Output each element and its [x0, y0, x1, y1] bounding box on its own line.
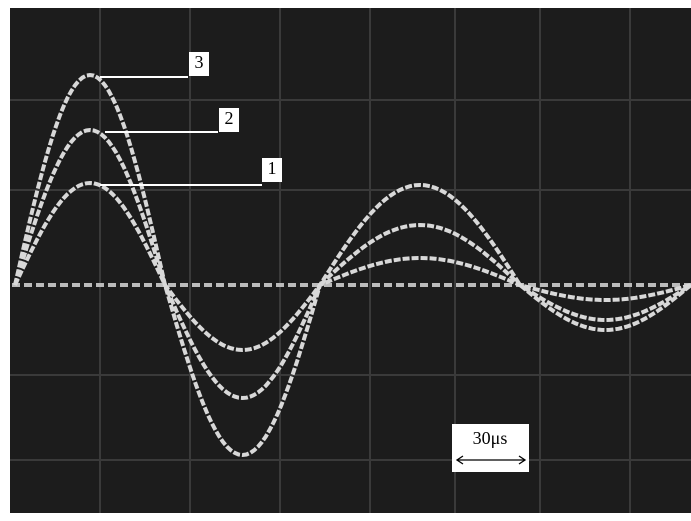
scale-label: 30μs [473, 428, 508, 448]
waveform [13, 180, 691, 353]
trace-label: 1 [268, 158, 277, 178]
trace-label: 2 [225, 108, 234, 128]
scale-box [452, 424, 529, 472]
label-box [219, 108, 239, 132]
label-box [262, 158, 282, 182]
waveform [13, 127, 691, 401]
scale-arrow [455, 455, 527, 465]
leaders [100, 76, 262, 186]
trace-label: 3 [195, 52, 204, 72]
traces [13, 72, 691, 458]
label-box [189, 52, 209, 76]
graticule [10, 8, 691, 513]
screen [10, 8, 691, 513]
